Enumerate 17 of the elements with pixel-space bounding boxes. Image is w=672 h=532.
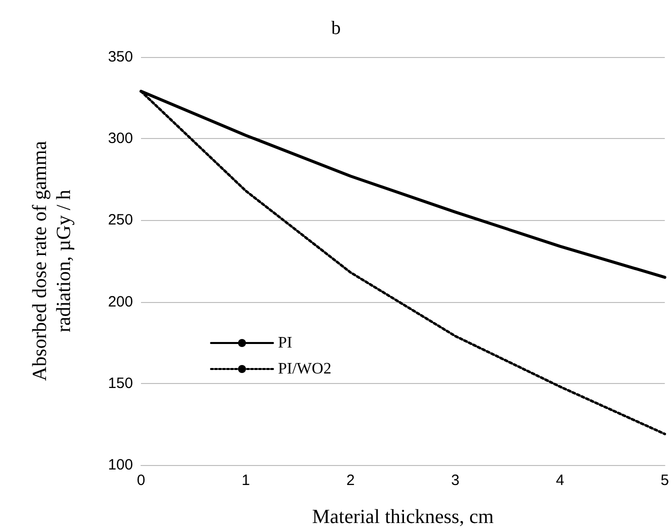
x-tick-label: 5 [660,472,669,489]
x-axis-title: Material thickness, cm [312,506,494,528]
x-tick-label: 1 [242,472,250,489]
y-tick-label: 300 [108,130,133,148]
y-tick-label: 250 [108,212,133,229]
x-tick-label: 0 [136,472,146,489]
y-axis-title: Absorbed dose rate of gamma radiation, µGy / h [29,140,75,381]
y-tick-label: 200 [108,293,133,310]
x-tick-label: 4 [556,472,564,489]
y-tick-label: 100 [108,456,133,474]
x-tick-label: 2 [346,472,355,489]
legend-label: PI [278,334,292,352]
chart-title: b [331,18,341,39]
y-tick-label: 150 [108,374,133,392]
x-tick-label: 3 [451,472,460,489]
y-tick-label: 350 [108,48,133,66]
legend-label: PI/WO2 [278,360,332,378]
